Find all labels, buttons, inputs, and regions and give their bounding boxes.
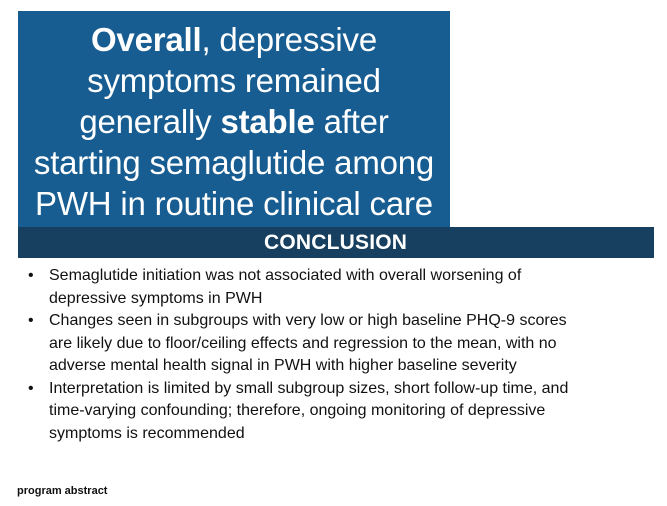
- headline-line-3-post: after: [314, 103, 389, 140]
- bullet-3-line-2: time-varying confounding; therefore, ong…: [49, 402, 546, 419]
- headline-line-3-pre: generally: [79, 103, 221, 140]
- bullet-2-line-3: adverse mental health signal in PWH with…: [49, 357, 517, 374]
- headline-line-1: Overall, depressive: [18, 19, 450, 60]
- headline-bold-stable: stable: [220, 103, 315, 140]
- conclusion-bullet-3: Interpretation is limited by small subgr…: [28, 378, 658, 446]
- bullet-1-line-1: Semaglutide initiation was not associate…: [49, 267, 522, 284]
- headline-line-2: symptoms remained: [87, 62, 381, 99]
- bullet-1-line-2: depressive symptoms in PWH: [49, 289, 263, 307]
- bullet-2-line-2: are likely due to floor/ceiling effects …: [49, 334, 557, 352]
- conclusion-bullet-2: Changes seen in subgroups with very low …: [28, 310, 658, 378]
- headline-line-3: generally stable after: [18, 101, 450, 142]
- bullet-3-line-3: symptoms is recommended: [49, 424, 245, 442]
- headline-line-1-rest: , depressive: [201, 21, 378, 58]
- headline-box: Overall, depressive symptoms remained ge…: [18, 11, 450, 227]
- headline-bold-overall: Overall: [90, 21, 202, 58]
- conclusion-bullet-1: Semaglutide initiation was not associate…: [28, 265, 658, 310]
- footer-note: program abstract: [17, 485, 108, 497]
- headline-line-4: starting semaglutide among: [33, 144, 435, 181]
- conclusion-bullet-list: Semaglutide initiation was not associate…: [28, 265, 658, 445]
- conclusion-heading: CONCLUSION: [18, 227, 654, 258]
- bullet-2-line-1: Changes seen in subgroups with very low …: [49, 312, 567, 329]
- bullet-3-line-1: Interpretation is limited by small subgr…: [49, 379, 569, 397]
- headline-line-5: PWH in routine clinical care: [35, 185, 433, 222]
